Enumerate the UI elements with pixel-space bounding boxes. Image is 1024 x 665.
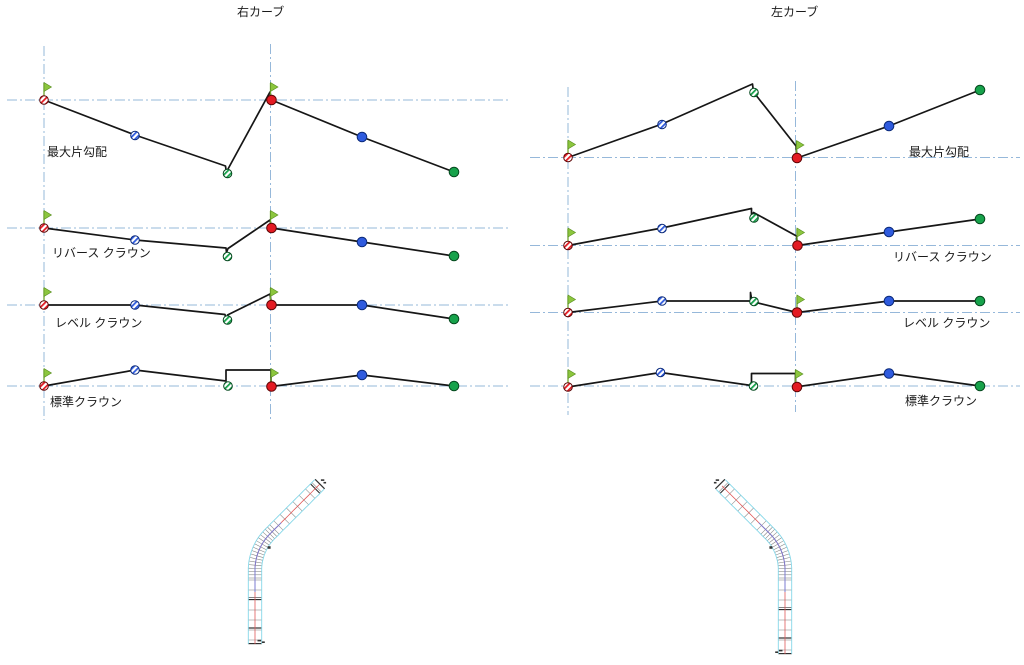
chart-left-curve — [530, 81, 1020, 415]
blue-marker — [883, 368, 895, 379]
superelevation-line — [43, 369, 455, 388]
red-marker — [266, 299, 277, 311]
striped-blue-marker — [657, 223, 667, 234]
superelevation-line — [43, 91, 455, 175]
striped-blue-marker — [655, 367, 666, 378]
green-marker — [974, 380, 986, 392]
superelevation-line — [567, 291, 980, 314]
chart-title-right-curve: 右カーブ — [237, 5, 285, 19]
row-label-max-superelevation-right-curve: 最大片勾配 — [47, 145, 108, 159]
green-marker — [448, 380, 460, 392]
striped-blue-marker — [657, 296, 667, 306]
row-reverse-crown — [530, 207, 1020, 251]
striped-green-marker — [749, 296, 759, 307]
superelevation-line — [567, 207, 981, 247]
striped-red-marker — [563, 307, 573, 318]
blue-marker — [883, 295, 895, 307]
green-marker — [448, 166, 460, 178]
striped-red-marker — [563, 152, 573, 163]
plan-centerline — [721, 485, 786, 654]
striped-blue-marker — [130, 300, 140, 310]
green-marker — [448, 250, 460, 262]
red-marker — [266, 222, 277, 234]
blue-marker — [883, 120, 895, 132]
blue-marker — [356, 131, 368, 143]
chart-title-left-curve: 左カーブ — [771, 5, 819, 19]
striped-green-marker — [222, 168, 233, 179]
row-label-normal-crown-left-curve: 標準クラウン — [905, 394, 978, 408]
striped-green-marker — [749, 213, 759, 223]
red-marker — [266, 94, 277, 106]
row-label-level-crown-right-curve: レベル クラウン — [55, 316, 143, 330]
plan-curve-mark — [769, 546, 773, 549]
plan-left-curve — [713, 478, 793, 655]
striped-green-marker — [748, 381, 759, 391]
striped-red-marker — [563, 240, 573, 251]
blue-marker — [356, 299, 368, 311]
striped-blue-marker — [657, 119, 667, 130]
red-marker — [791, 381, 803, 393]
chart-right-curve — [7, 44, 508, 420]
green-marker — [974, 213, 986, 225]
superelevation-line — [567, 371, 981, 388]
striped-red-marker — [563, 382, 573, 392]
row-level-crown — [7, 286, 508, 325]
row-max-superelevation — [7, 81, 508, 179]
striped-red-marker — [39, 223, 49, 233]
red-marker — [791, 307, 803, 318]
plan-road-edge — [247, 479, 316, 644]
row-level-crown — [530, 291, 1020, 318]
blue-marker — [356, 369, 368, 381]
plan-transition-line — [758, 522, 786, 592]
green-marker — [448, 313, 460, 325]
striped-green-marker — [223, 381, 233, 391]
row-label-level-crown-left-curve: レベル クラウン — [903, 316, 991, 330]
plan-road-edge — [724, 479, 793, 654]
striped-red-marker — [39, 300, 49, 310]
striped-blue-marker — [130, 130, 140, 141]
row-label-reverse-crown-right-curve: リバース クラウン — [52, 246, 151, 260]
row-normal-crown — [530, 367, 1020, 393]
red-marker — [266, 381, 277, 392]
plan-curve-mark — [267, 546, 271, 549]
row-label-max-superelevation-left-curve: 最大片勾配 — [909, 145, 970, 159]
superelevation-line — [43, 219, 455, 257]
striped-red-marker — [39, 95, 49, 105]
blue-marker — [883, 226, 895, 238]
superelevation-line — [567, 83, 981, 159]
striped-blue-marker — [130, 235, 140, 245]
superelevation-line — [44, 293, 455, 320]
plan-right-curve — [247, 478, 327, 645]
row-max-superelevation — [530, 83, 1020, 164]
row-reverse-crown — [7, 209, 508, 262]
plan-transition-line — [254, 522, 282, 592]
row-label-normal-crown-right-curve: 標準クラウン — [50, 395, 123, 409]
striped-green-marker — [222, 251, 233, 262]
blue-marker — [356, 236, 368, 248]
plan-road-edge — [715, 488, 779, 654]
striped-green-marker — [749, 87, 759, 98]
red-marker — [791, 152, 803, 164]
plan-road-edge — [261, 488, 325, 644]
striped-red-marker — [39, 381, 49, 391]
striped-green-marker — [222, 315, 233, 325]
row-label-reverse-crown-left-curve: リバース クラウン — [893, 250, 992, 264]
row-normal-crown — [7, 365, 508, 392]
red-marker — [792, 240, 803, 251]
green-marker — [974, 84, 986, 96]
green-marker — [974, 295, 986, 307]
striped-blue-marker — [130, 365, 140, 375]
